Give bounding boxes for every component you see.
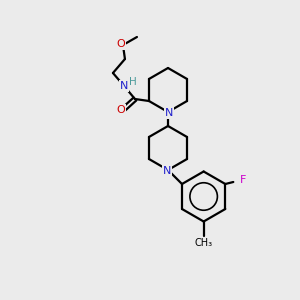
Text: F: F (240, 175, 247, 185)
Text: N: N (165, 108, 173, 118)
Text: O: O (117, 39, 125, 49)
Text: N: N (120, 81, 128, 91)
Text: CH₃: CH₃ (195, 238, 213, 248)
Text: O: O (117, 105, 125, 115)
Text: N: N (163, 166, 171, 176)
Text: H: H (129, 77, 137, 87)
